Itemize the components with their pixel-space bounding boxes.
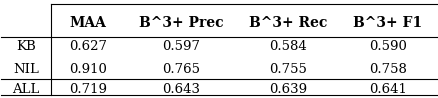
Text: 0.758: 0.758 [369,63,407,76]
Text: 0.627: 0.627 [69,40,107,53]
Text: 0.765: 0.765 [162,63,200,76]
Text: NIL: NIL [13,63,39,76]
Text: 0.719: 0.719 [69,83,107,96]
Text: 0.641: 0.641 [369,83,407,96]
Text: 0.597: 0.597 [162,40,200,53]
Text: MAA: MAA [70,16,106,30]
Text: 0.590: 0.590 [369,40,407,53]
Text: 0.755: 0.755 [269,63,307,76]
Text: B^3+ Rec: B^3+ Rec [249,16,327,30]
Text: 0.584: 0.584 [269,40,307,53]
Text: B^3+ Prec: B^3+ Prec [139,16,223,30]
Text: B^3+ F1: B^3+ F1 [353,16,423,30]
Text: 0.639: 0.639 [269,83,307,96]
Text: ALL: ALL [12,83,40,96]
Text: 0.643: 0.643 [162,83,200,96]
Text: 0.910: 0.910 [69,63,107,76]
Text: KB: KB [16,40,36,53]
